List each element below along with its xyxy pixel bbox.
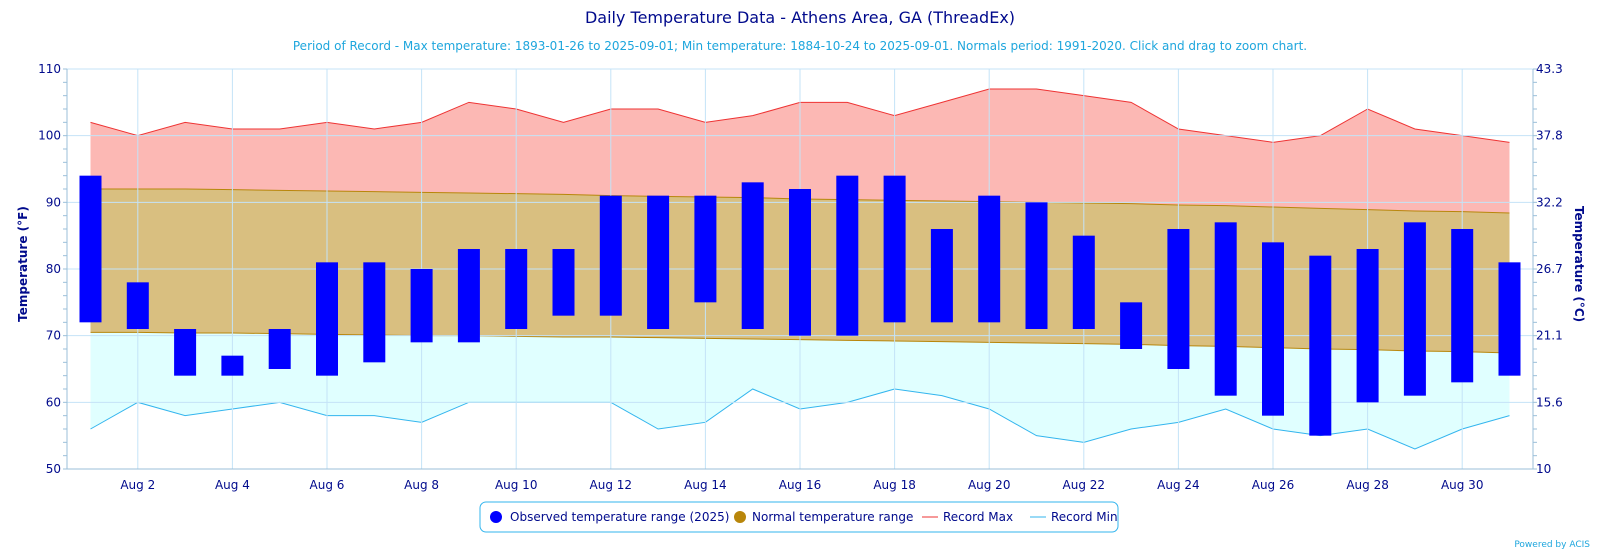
x-tick-label: Aug 2 bbox=[120, 478, 155, 492]
legend-item-record-max[interactable]: Record Max bbox=[922, 510, 1013, 524]
observed-bar[interactable] bbox=[1120, 302, 1143, 349]
legend-symbol-observed bbox=[490, 511, 502, 523]
y-tick-right-label: 15.6 bbox=[1536, 395, 1563, 409]
observed-bar[interactable] bbox=[1072, 235, 1095, 329]
y-tick-left-label: 60 bbox=[46, 395, 61, 409]
observed-bar[interactable] bbox=[836, 175, 859, 336]
x-tick-label: Aug 28 bbox=[1346, 478, 1389, 492]
legend-item-normal[interactable]: Normal temperature range bbox=[734, 510, 913, 524]
legend-label-observed: Observed temperature range (2025) bbox=[510, 510, 729, 524]
observed-bar[interactable] bbox=[978, 195, 1001, 323]
observed-bar[interactable] bbox=[1403, 222, 1426, 396]
x-tick-label: Aug 30 bbox=[1441, 478, 1484, 492]
y-tick-left-label: 80 bbox=[46, 262, 61, 276]
observed-bar[interactable] bbox=[1025, 202, 1048, 329]
y-tick-left-label: 100 bbox=[38, 129, 61, 143]
observed-bar[interactable] bbox=[457, 249, 480, 343]
y-tick-right-label: 26.7 bbox=[1536, 262, 1563, 276]
chart-subtitle: Period of Record - Max temperature: 1893… bbox=[293, 39, 1307, 53]
x-tick-label: Aug 20 bbox=[968, 478, 1011, 492]
legend-box bbox=[479, 501, 1119, 533]
observed-bar[interactable] bbox=[1309, 255, 1332, 436]
observed-bar[interactable] bbox=[1262, 242, 1284, 416]
observed-bar[interactable] bbox=[1167, 229, 1190, 369]
y-tick-left-label: 110 bbox=[38, 62, 61, 76]
observed-bar[interactable] bbox=[174, 329, 197, 376]
observed-bar[interactable] bbox=[221, 355, 244, 376]
observed-bars bbox=[79, 175, 1521, 436]
observed-bar[interactable] bbox=[694, 195, 717, 303]
x-axis: Aug 2 Aug 4 Aug 6 Aug 8 Aug 10 Aug 12 Aug 14 Au… bbox=[67, 468, 1533, 492]
y-tick-right-label: 43.3 bbox=[1536, 62, 1563, 76]
observed-bar[interactable] bbox=[1498, 262, 1521, 376]
y-tick-left-label: 90 bbox=[46, 195, 61, 209]
observed-bar[interactable] bbox=[410, 269, 433, 343]
observed-bar[interactable] bbox=[505, 249, 528, 329]
x-tick-label: Aug 8 bbox=[404, 478, 439, 492]
y-axis-left-title: Temperature (°F) bbox=[16, 206, 30, 322]
observed-bar[interactable] bbox=[316, 262, 338, 376]
observed-bar[interactable] bbox=[1214, 222, 1237, 396]
legend-item-observed[interactable]: Observed temperature range (2025) bbox=[490, 510, 729, 524]
x-tick-label: Aug 16 bbox=[779, 478, 822, 492]
x-tick-label: Aug 22 bbox=[1063, 478, 1106, 492]
y-axis-left: 50 60 70 80 90 100 110 bbox=[38, 62, 68, 476]
credit-link[interactable]: Powered by ACIS bbox=[1514, 540, 1590, 550]
x-tick-label: Aug 12 bbox=[590, 478, 633, 492]
y-tick-right-label: 32.2 bbox=[1536, 195, 1563, 209]
observed-bar[interactable] bbox=[789, 189, 811, 336]
x-tick-label: Aug 24 bbox=[1157, 478, 1200, 492]
y-tick-right-label: 21.1 bbox=[1536, 329, 1563, 343]
x-tick-label: Aug 4 bbox=[215, 478, 250, 492]
observed-bar[interactable] bbox=[1356, 249, 1379, 403]
legend: Observed temperature range (2025) Normal… bbox=[479, 501, 1119, 533]
x-tick-label: Aug 18 bbox=[873, 478, 916, 492]
y-tick-right-label: 10 bbox=[1536, 462, 1551, 476]
legend-label-normal: Normal temperature range bbox=[752, 510, 913, 524]
observed-bar[interactable] bbox=[126, 282, 149, 329]
observed-bar[interactable] bbox=[599, 195, 622, 316]
y-tick-right-label: 37.8 bbox=[1536, 129, 1563, 143]
observed-bar[interactable] bbox=[930, 229, 953, 323]
observed-bar[interactable] bbox=[552, 249, 575, 316]
y-axis-right: 10 15.6 21.1 26.7 32.2 37.8 43.3 bbox=[1532, 62, 1563, 476]
y-tick-left-label: 70 bbox=[46, 329, 61, 343]
observed-bar[interactable] bbox=[883, 175, 906, 323]
x-tick-label: Aug 6 bbox=[310, 478, 345, 492]
legend-item-record-min[interactable]: Record Min bbox=[1030, 510, 1118, 524]
y-axis-right-title: Temperature (°C) bbox=[1572, 206, 1586, 322]
observed-bar[interactable] bbox=[363, 262, 386, 363]
observed-bar[interactable] bbox=[268, 329, 291, 369]
observed-bar[interactable] bbox=[1451, 229, 1474, 383]
observed-bar[interactable] bbox=[79, 175, 102, 323]
observed-bar[interactable] bbox=[647, 195, 670, 329]
legend-label-record-min: Record Min bbox=[1051, 510, 1118, 524]
observed-bar[interactable] bbox=[741, 182, 764, 329]
x-tick-label: Aug 10 bbox=[495, 478, 538, 492]
x-tick-label: Aug 14 bbox=[684, 478, 727, 492]
x-tick-label: Aug 26 bbox=[1252, 478, 1295, 492]
legend-symbol-normal bbox=[734, 511, 746, 523]
legend-label-record-max: Record Max bbox=[943, 510, 1013, 524]
chart-title: Daily Temperature Data - Athens Area, GA… bbox=[585, 8, 1015, 27]
y-tick-left-label: 50 bbox=[46, 462, 61, 476]
